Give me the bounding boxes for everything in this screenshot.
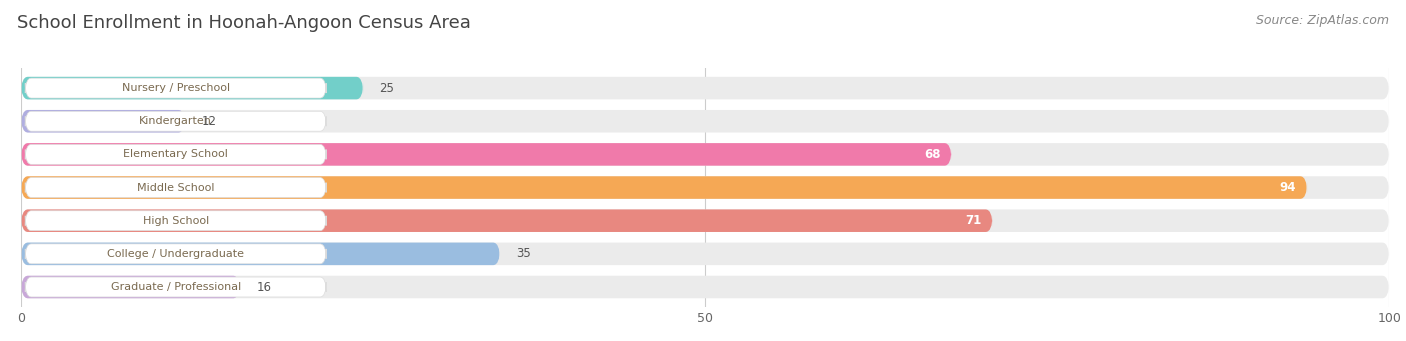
Text: 12: 12 [201,115,217,128]
Text: 68: 68 [924,148,941,161]
FancyBboxPatch shape [21,242,1389,265]
FancyBboxPatch shape [21,242,501,265]
FancyBboxPatch shape [21,176,1308,199]
Text: 16: 16 [256,281,271,294]
Text: Elementary School: Elementary School [124,149,228,159]
Text: High School: High School [142,216,209,226]
Text: 25: 25 [380,81,395,94]
FancyBboxPatch shape [21,209,1389,232]
FancyBboxPatch shape [21,209,993,232]
FancyBboxPatch shape [25,277,326,297]
FancyBboxPatch shape [21,110,1389,133]
FancyBboxPatch shape [21,143,1389,166]
Text: College / Undergraduate: College / Undergraduate [107,249,245,259]
Text: Nursery / Preschool: Nursery / Preschool [121,83,229,93]
FancyBboxPatch shape [25,244,326,264]
FancyBboxPatch shape [21,176,1389,199]
Text: Graduate / Professional: Graduate / Professional [111,282,240,292]
FancyBboxPatch shape [25,78,326,98]
Text: 94: 94 [1279,181,1296,194]
FancyBboxPatch shape [25,145,326,164]
FancyBboxPatch shape [25,111,326,131]
FancyBboxPatch shape [25,178,326,197]
Text: Source: ZipAtlas.com: Source: ZipAtlas.com [1256,14,1389,27]
FancyBboxPatch shape [25,211,326,231]
Text: 35: 35 [516,247,531,261]
Text: School Enrollment in Hoonah-Angoon Census Area: School Enrollment in Hoonah-Angoon Censu… [17,14,471,32]
FancyBboxPatch shape [21,276,1389,298]
Text: Kindergarten: Kindergarten [139,116,212,126]
FancyBboxPatch shape [21,110,186,133]
FancyBboxPatch shape [21,77,363,99]
FancyBboxPatch shape [21,77,1389,99]
FancyBboxPatch shape [21,143,952,166]
Text: 71: 71 [965,214,981,227]
Text: Middle School: Middle School [136,182,215,193]
FancyBboxPatch shape [21,276,240,298]
